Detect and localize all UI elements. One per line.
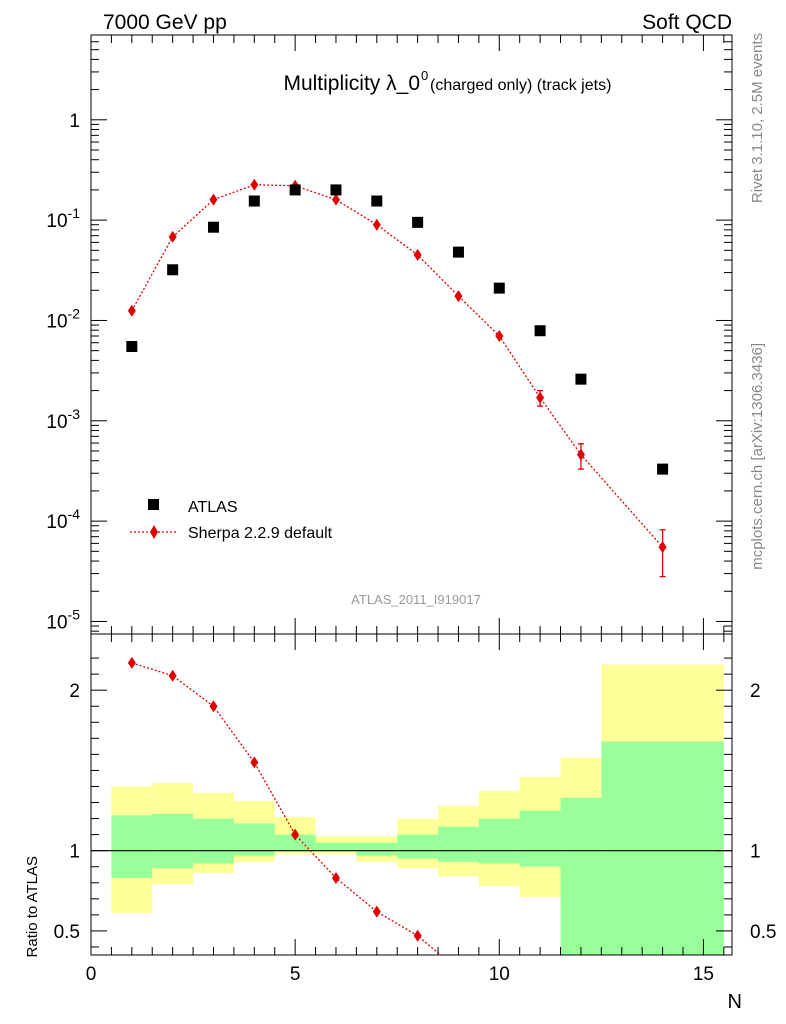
atlas-point [493,282,505,294]
analysis-tag: ATLAS_2011_I919017 [351,592,481,607]
sherpa-line [131,184,664,548]
ratio-sherpa-point [209,700,218,713]
atlas-point [575,373,587,385]
main-ytick-label: 10-1 [46,205,80,232]
atlas-point [657,463,669,475]
sherpa-point [454,290,463,303]
ratio-sherpa-point [331,871,340,884]
ratio-sherpa-point [250,756,259,769]
atlas-point [167,264,179,276]
ratio-band-inner [274,834,316,851]
ratio-ytick-label: 0.5 [54,922,80,943]
ratio-band-inner [601,741,724,955]
ratio-xtick-label: 10 [489,964,510,985]
sherpa-point [250,178,259,191]
ratio-xtick-label: 15 [693,964,714,985]
x-axis-label: N [728,991,742,1013]
ratio-ytick-label-right: 0.5 [750,922,776,943]
ratio-frame [90,633,733,956]
main-ytick-label: 10-2 [46,305,80,332]
ratio-ytick-label-right: 2 [750,681,761,702]
sherpa-point [331,193,340,206]
atlas-point [207,221,219,233]
ratio-xtick-label: 5 [290,964,301,985]
sherpa-point [576,448,585,461]
atlas-point [452,246,464,258]
ratio-sherpa-point [372,905,381,918]
ratio-sherpa-point [413,929,422,942]
atlas-point [126,341,138,353]
header-right: Soft QCD [642,11,732,34]
ratio-band-inner [152,813,194,869]
ratio-band-inner [111,815,153,878]
plot-title-sup: 0 [421,68,428,83]
atlas-point [534,325,546,337]
ratio-sherpa-point [127,656,136,669]
rivet-version-label: Rivet 3.1.10, 2.5M events [749,33,766,203]
sherpa-point [372,218,381,231]
ratio-band-inner [478,818,520,864]
ratio-band-inner [560,797,602,955]
ratio-band-inner [356,842,398,856]
ratio-panel: 0.5 0.5 1 1 2 2 0 5 10 15 [54,633,776,985]
sherpa-point [413,248,422,261]
ratio-band-inner [315,842,357,851]
ratio-band-inner [193,818,234,864]
sherpa-point [168,230,177,243]
ratio-band-inner [438,826,479,862]
sherpa-point [127,304,136,317]
legend-sherpa-label: Sherpa 2.2.9 default [188,525,333,542]
plot-title: Multiplicity λ_0 [283,72,420,95]
atlas-point [412,216,424,228]
legend-sherpa-marker [150,525,158,539]
mcplots-label: mcplots.cern.ch [arXiv:1306.3436] [749,343,766,570]
legend-atlas-marker [148,499,159,510]
atlas-point [289,184,301,196]
ratio-ytick-label: 1 [69,842,80,863]
legend-atlas-label: ATLAS [188,499,238,516]
atlas-point [330,184,342,196]
ratio-ylabel: Ratio to ATLAS [24,856,41,957]
main-frame [90,34,733,635]
sherpa-point [209,193,218,206]
ratio-band-inner [397,834,439,859]
main-ytick-label: 10-5 [46,606,80,633]
ratio-sherpa-point [291,828,300,841]
sherpa-point [536,391,545,404]
ratio-band-inner [519,810,561,867]
atlas-point [248,195,260,207]
sherpa-point [658,541,667,554]
ratio-ytick-label: 2 [69,681,80,702]
ratio-xtick-label: 0 [86,964,97,985]
main-panel: 10-5 10-4 10-3 10-2 10-1 1 [46,34,733,635]
atlas-point [371,195,383,207]
main-ytick-label: 10-3 [46,406,80,433]
ratio-ytick-label-right: 1 [750,842,761,863]
ratio-sherpa-point [168,669,177,682]
header-left: 7000 GeV pp [103,11,227,34]
main-ytick-label: 1 [69,111,80,132]
plot-title-sub: (charged only) (track jets) [430,77,611,94]
main-ytick-label: 10-4 [46,506,80,533]
sherpa-point [495,330,504,343]
